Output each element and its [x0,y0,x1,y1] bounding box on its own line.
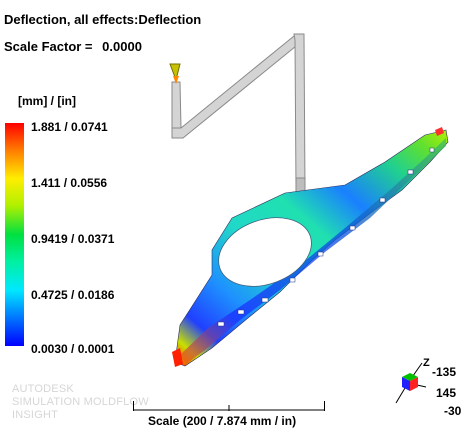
rotation-angle-z: -30 [444,404,462,418]
runner-system [171,33,306,193]
legend-tick-25: 0.4725 / 0.0186 [31,288,115,302]
legend-units: [mm] / [in] [18,94,76,108]
legend-tick-50: 0.9419 / 0.0371 [31,232,115,246]
orientation-triad-icon[interactable] [394,357,434,405]
color-legend-bar [5,123,24,346]
vendor-logo-line3: INSIGHT [12,409,59,421]
axis-z-label: Z [423,357,430,369]
scale-factor-readout: Scale Factor = 0.0000 [4,39,142,54]
scale-factor-label: Scale Factor = [4,39,93,54]
part-hotspot-right [435,127,444,136]
legend-tick-max: 1.881 / 0.0741 [31,120,108,134]
vendor-logo-line2: SIMULATION MOLDFLOW [12,396,149,408]
vendor-logo-line1: AUTODESK [12,383,74,395]
scale-factor-value: 0.0000 [102,39,142,54]
deflection-part[interactable] [172,127,449,367]
rotation-angle-x: -135 [432,365,457,379]
legend-tick-75: 1.411 / 0.0556 [31,176,108,190]
part-ribs [217,147,435,327]
scale-bar [133,401,325,411]
rotation-angle-y: 145 [436,386,457,400]
part-hotspot-left [172,348,183,367]
scale-bar-label: Scale (200 / 7.874 mm / in) [148,414,297,428]
result-title: Deflection, all effects:Deflection [4,12,202,27]
part-opening [218,217,312,287]
injection-cone-icon [169,63,181,82]
injection-tip-icon [173,76,179,84]
legend-tick-min: 0.0030 / 0.0001 [31,342,115,356]
